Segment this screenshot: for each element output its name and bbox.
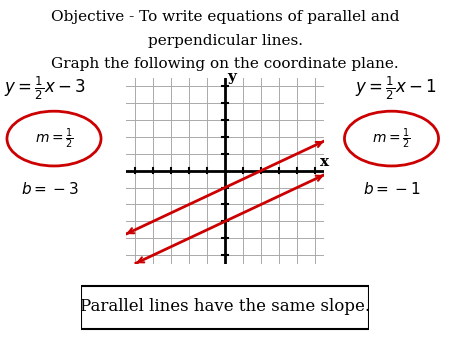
Text: y: y [227,70,236,84]
Text: $m = \frac{1}{2}$: $m = \frac{1}{2}$ [372,126,411,151]
Text: Parallel lines have the same slope.: Parallel lines have the same slope. [80,298,370,315]
Text: $m = \frac{1}{2}$: $m = \frac{1}{2}$ [35,126,73,151]
Text: perpendicular lines.: perpendicular lines. [148,34,302,48]
Text: $b = -1$: $b = -1$ [363,181,420,197]
Text: $y = \frac{1}{2}x - 1$: $y = \frac{1}{2}x - 1$ [355,74,437,102]
Text: $b = -3$: $b = -3$ [21,181,78,197]
FancyBboxPatch shape [81,286,369,329]
Text: $y = \frac{1}{2}x - 3$: $y = \frac{1}{2}x - 3$ [4,74,86,102]
Text: x: x [320,155,329,169]
Text: Objective - To write equations of parallel and: Objective - To write equations of parall… [51,10,399,24]
Text: Graph the following on the coordinate plane.: Graph the following on the coordinate pl… [51,57,399,71]
